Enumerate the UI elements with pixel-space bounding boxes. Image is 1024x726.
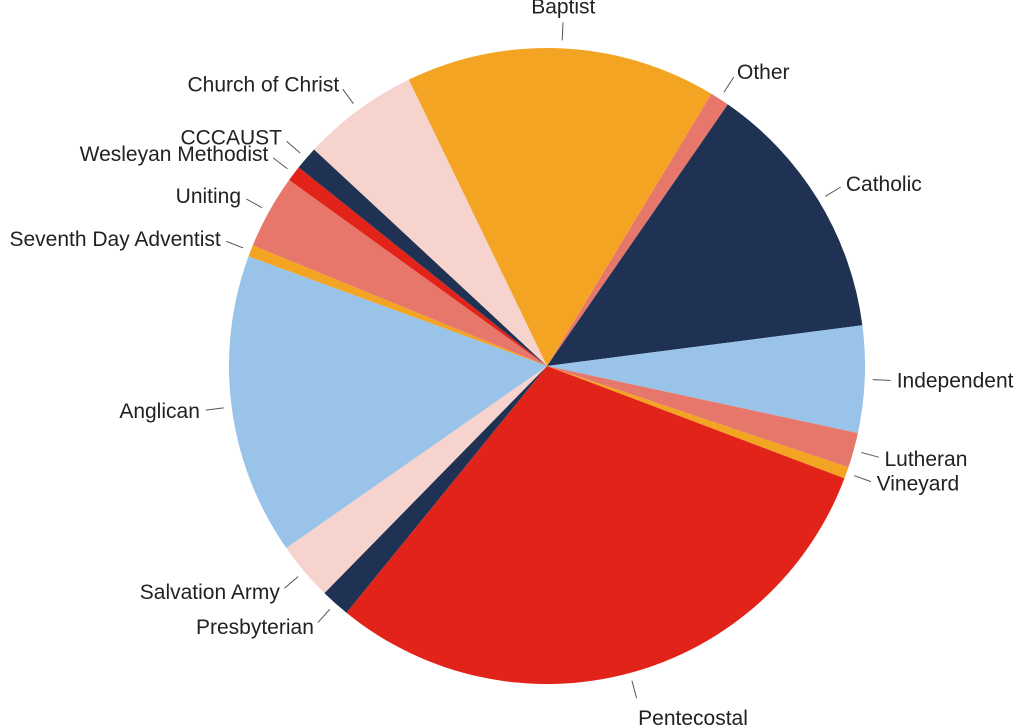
- slice-label-wesleyan-methodist: Wesleyan Methodist: [80, 143, 269, 166]
- slice-label-uniting: Uniting: [176, 185, 241, 208]
- slice-label-baptist: Baptist: [531, 0, 595, 18]
- slice-salvation-army: [286, 366, 547, 594]
- slice-label-pentecostal: Pentecostal: [638, 707, 748, 726]
- slice-other: [547, 93, 728, 367]
- slice-lutheran: [547, 366, 858, 468]
- slice-baptist: [408, 47, 712, 367]
- slice-wesleyan-methodist: [289, 167, 547, 366]
- leader-line-vineyard: [853, 475, 872, 483]
- slice-uniting: [252, 179, 548, 366]
- slice-independent: [547, 325, 865, 434]
- leader-line-baptist: [561, 22, 564, 41]
- leader-line-pentecostal: [631, 680, 638, 699]
- leader-line-church-of-christ: [342, 88, 354, 104]
- leader-line-anglican: [205, 407, 224, 411]
- leader-line-seventh-day-adventist: [226, 240, 244, 249]
- slice-vineyard: [547, 366, 849, 479]
- slice-label-anglican: Anglican: [119, 400, 200, 423]
- leader-line-independent: [872, 379, 891, 381]
- slice-label-seventh-day-adventist: Seventh Day Adventist: [9, 228, 220, 251]
- leader-line-other: [723, 76, 735, 93]
- labels-layer: Other Catholic Independent LutheranVineyard…: [9, 0, 1013, 726]
- slice-label-independent: Independent: [897, 370, 1014, 393]
- leader-line-presbyterian: [317, 608, 331, 623]
- slice-seventh-day-adventist: [248, 245, 547, 366]
- leader-line-lutheran: [861, 451, 879, 458]
- slice-presbyterian: [324, 366, 547, 613]
- leader-line-salvation-army: [284, 576, 299, 589]
- slice-cccaust: [298, 149, 547, 366]
- slice-label-church-of-christ: Church of Christ: [187, 73, 339, 96]
- slices-layer: [229, 47, 865, 685]
- slice-pentecostal: [346, 366, 845, 685]
- slice-label-vineyard: Vineyard: [877, 473, 960, 496]
- leader-line-uniting: [246, 198, 263, 209]
- slice-anglican: [229, 256, 547, 548]
- slice-label-presbyterian: Presbyterian: [196, 616, 314, 639]
- slice-label-salvation-army: Salvation Army: [140, 581, 281, 604]
- slice-catholic: [547, 104, 863, 366]
- slice-label-catholic: Catholic: [846, 173, 922, 196]
- slice-church-of-christ: [314, 79, 547, 366]
- leader-line-cccaust: [286, 140, 301, 154]
- slice-label-other: Other: [737, 61, 790, 84]
- leader-line-catholic: [825, 186, 842, 197]
- leader-line-wesleyan-methodist: [272, 157, 288, 170]
- slice-label-lutheran: Lutheran: [884, 448, 967, 471]
- slice-label-cccaust: CCCAUST: [180, 126, 282, 149]
